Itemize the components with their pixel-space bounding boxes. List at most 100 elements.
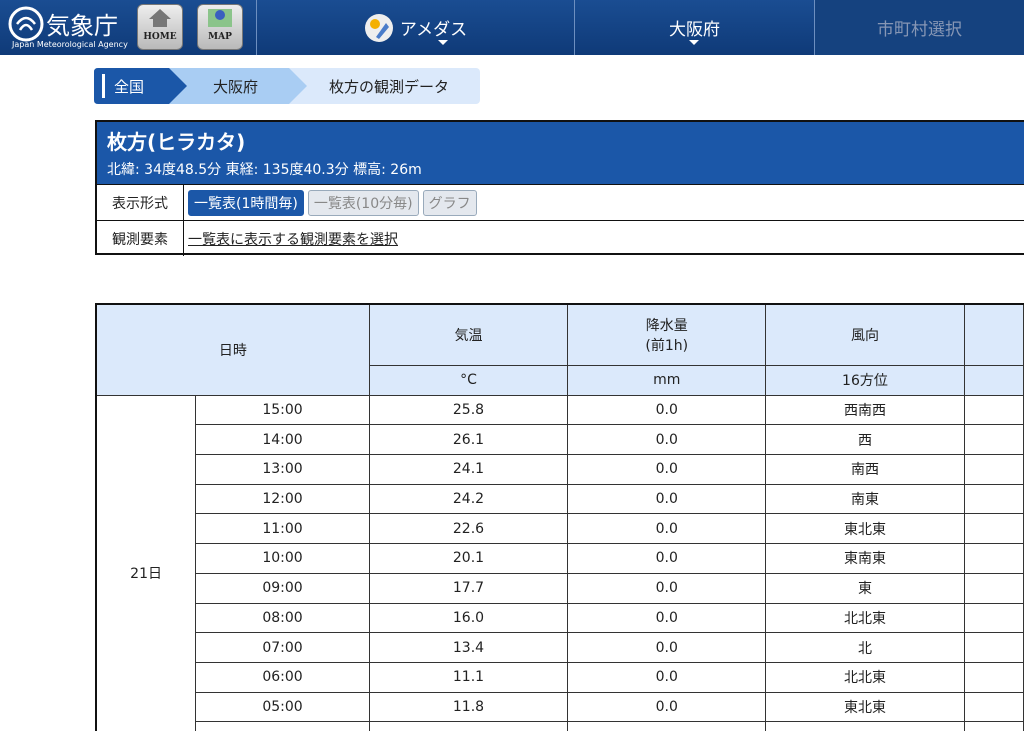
header-cell: 風向 <box>765 305 965 366</box>
data-cell <box>963 721 1024 731</box>
unit-cell: mm <box>567 365 767 396</box>
data-cell: 13.4 <box>368 632 569 663</box>
nav-pref[interactable]: 大阪府 <box>574 0 814 55</box>
data-cell <box>368 721 569 731</box>
crumb-bg <box>94 68 187 104</box>
data-cell: 07:00 <box>195 632 370 663</box>
amedas-icon <box>364 13 393 42</box>
data-cell: 08:00 <box>195 602 370 634</box>
data-table: 日時 気温 降水量 (前1h) 風向 °C mm 16方位 21日 15:00 25.8 0.0 西南… <box>97 305 1024 731</box>
data-cell: 05:00 <box>195 691 370 723</box>
data-cell <box>963 543 1024 574</box>
element-link[interactable]: 一覧表に表示する観測要素を選択 <box>188 231 398 248</box>
station-title-bar: 枚方(ヒラカタ) 北緯: 34度48.5分 東経: 135度40.3分 標高: … <box>97 122 1024 184</box>
logo-icon <box>8 6 44 42</box>
data-cell: 22.6 <box>368 513 569 545</box>
data-cell: 北北東 <box>765 602 965 634</box>
logo-sub: Japan Meteorological Agency <box>12 40 128 49</box>
header-cell: 気温 <box>368 305 569 366</box>
unit-cell: °C <box>368 365 569 396</box>
data-row: 10:00 20.1 0.0 東南東 <box>97 543 1024 574</box>
data-cell: 0.0 <box>567 454 767 485</box>
data-cell: 11.1 <box>368 661 569 693</box>
data-cell: 0.0 <box>567 394 767 426</box>
map-icon <box>208 9 232 27</box>
data-row: 14:00 26.1 0.0 西 <box>97 424 1024 456</box>
crumb[interactable]: 全国 <box>114 77 145 96</box>
header-row: 日時 気温 降水量 (前1h) 風向 <box>97 305 1024 396</box>
data-cell <box>963 632 1024 663</box>
header-cell <box>963 305 1024 366</box>
format-button[interactable]: 一覧表(1時間毎) <box>188 189 304 216</box>
data-cell <box>963 454 1024 485</box>
format-button[interactable]: 一覧表(10分毎) <box>307 189 419 216</box>
unit-row: °C mm 16方位 <box>97 365 1024 396</box>
data-cell <box>963 513 1024 545</box>
format-button[interactable]: グラフ <box>422 189 477 216</box>
home-icon <box>149 9 171 27</box>
format-row: 表示形式 一覧表(1時間毎) 一覧表(10分毎) グラフ <box>97 184 1024 220</box>
element-row: 観測要素 一覧表に表示する観測要素を選択 <box>97 220 1024 256</box>
data-cell: 14:00 <box>195 424 370 456</box>
data-cell: 北北東 <box>765 661 965 693</box>
data-cell: 南東 <box>765 483 965 515</box>
data-cell: 0.0 <box>567 691 767 723</box>
data-cell <box>963 691 1024 723</box>
data-cell <box>963 424 1024 456</box>
station-box: 枚方(ヒラカタ) 北緯: 34度48.5分 東経: 135度40.3分 標高: … <box>95 120 1024 256</box>
data-cell: 東北東 <box>765 691 965 723</box>
data-cell: 24.1 <box>368 454 569 485</box>
data-cell <box>963 394 1024 426</box>
data-row: 07:00 13.4 0.0 北 <box>97 632 1024 663</box>
data-row: 06:00 11.1 0.0 北北東 <box>97 661 1024 693</box>
data-cell: 11.8 <box>368 691 569 723</box>
data-cell: 09:00 <box>195 572 370 604</box>
caret <box>438 40 448 50</box>
data-cell: 東南東 <box>765 543 965 574</box>
data-cell: 24.2 <box>368 483 569 515</box>
map-button[interactable]: MAP <box>197 4 243 50</box>
data-cell: 12:00 <box>195 483 370 515</box>
data-cell: 26.1 <box>368 424 569 456</box>
data-cell: 0.0 <box>567 543 767 574</box>
unit-cell <box>963 365 1024 396</box>
station-info: 北緯: 34度48.5分 東経: 135度40.3分 標高: 26m <box>107 162 422 178</box>
day-cell: 21日 <box>97 394 197 731</box>
data-cell: 0.0 <box>567 424 767 456</box>
data-row: 12:00 24.2 0.0 南東 <box>97 483 1024 515</box>
data-row <box>97 721 1024 731</box>
data-cell: 17.7 <box>368 572 569 604</box>
data-cell: 東 <box>765 572 965 604</box>
nav-amedas[interactable]: アメダス <box>256 0 574 55</box>
data-cell: 20.1 <box>368 543 569 574</box>
logo[interactable]: 気象庁 <box>46 12 118 40</box>
unit-cell: 16方位 <box>765 365 965 396</box>
data-row: 08:00 16.0 0.0 北北東 <box>97 602 1024 634</box>
row-label: 表示形式 <box>97 185 184 220</box>
data-cell <box>567 721 767 731</box>
data-cell <box>963 572 1024 604</box>
caret <box>689 40 699 50</box>
data-cell: 11:00 <box>195 513 370 545</box>
station-name: 枚方(ヒラカタ) <box>107 130 246 154</box>
data-cell <box>963 602 1024 634</box>
header-cell: 日時 <box>97 305 370 396</box>
data-cell: 25.8 <box>368 394 569 426</box>
nav-city: 市町村選択 <box>814 0 1024 55</box>
data-cell: 0.0 <box>567 483 767 515</box>
data-cell: 0.0 <box>567 632 767 663</box>
home-button[interactable]: HOME <box>137 4 183 50</box>
data-cell: 東北東 <box>765 513 965 545</box>
data-cell: 南西 <box>765 454 965 485</box>
map-label: MAP <box>208 32 232 42</box>
data-cell: 0.0 <box>567 661 767 693</box>
crumb-bar <box>102 74 105 98</box>
data-cell: 西南西 <box>765 394 965 426</box>
nav-label: 大阪府 <box>669 20 720 40</box>
data-row: 13:00 24.1 0.0 南西 <box>97 454 1024 485</box>
data-cell <box>195 721 370 731</box>
data-cell: 16.0 <box>368 602 569 634</box>
crumb[interactable]: 大阪府 <box>213 77 259 96</box>
